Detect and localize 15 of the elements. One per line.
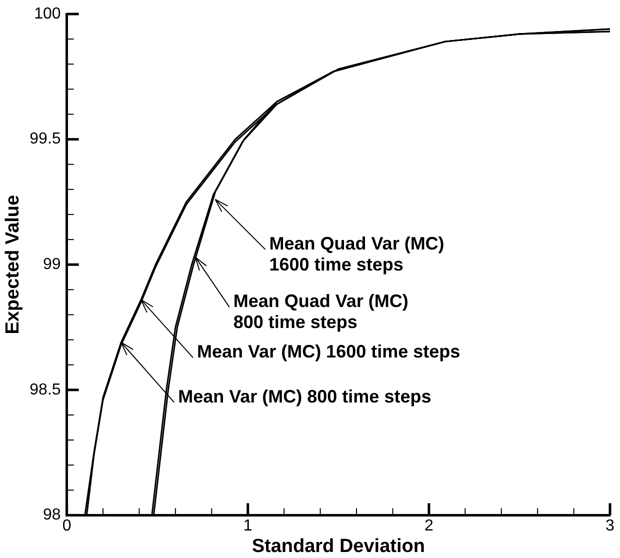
y-tick-label: 98 — [43, 506, 61, 524]
annotation: Mean Quad Var (MC) 800 time steps — [233, 291, 408, 332]
annotation: Mean Quad Var (MC) 1600 time steps — [269, 233, 444, 274]
y-tick-label: 99.5 — [30, 130, 61, 148]
annotation: Mean Var (MC) 800 time steps — [178, 386, 432, 406]
annotation: Mean Var (MC) 1600 time steps — [197, 342, 460, 362]
y-tick-label: 100 — [34, 5, 61, 22]
x-axis-title: Standard Deviation — [252, 536, 425, 557]
x-tick-label: 3 — [606, 518, 615, 535]
x-tick-label: 0 — [62, 518, 72, 535]
y-axis-title: Expected Value — [2, 194, 24, 334]
x-tick-label: 1 — [243, 518, 252, 535]
y-tick-label: 98.5 — [30, 381, 61, 398]
x-tick-label: 2 — [424, 518, 434, 535]
y-tick-label: 99 — [43, 256, 61, 274]
